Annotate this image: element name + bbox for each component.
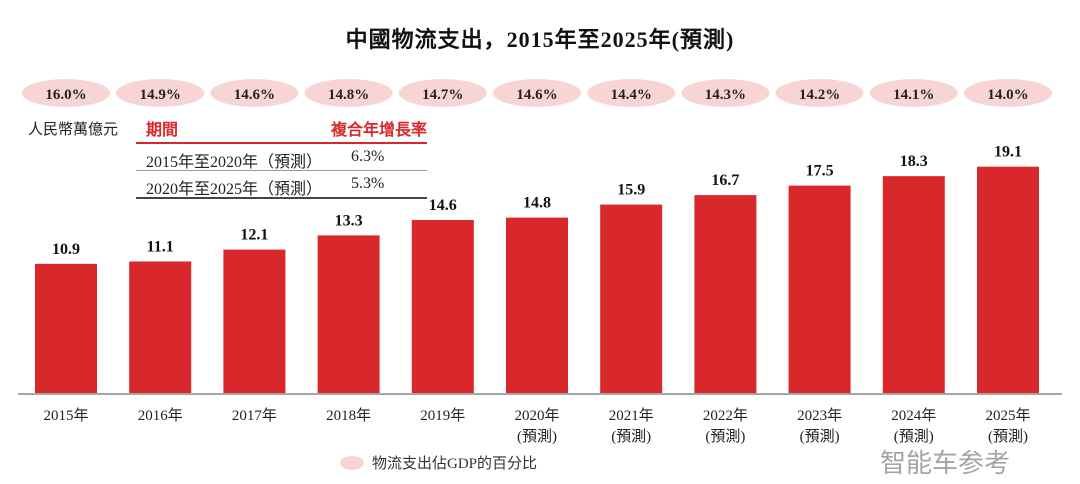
bar (882, 176, 945, 393)
data-label: 12.1 (240, 227, 268, 244)
bar (223, 249, 286, 393)
x-tick-sublabel: (預測) (800, 428, 840, 445)
gdp-share-label: 14.6% (516, 87, 557, 103)
bar (977, 166, 1039, 393)
legend-label: 物流支出佔GDP的百分比 (372, 456, 538, 472)
gdp-share-label: 16.0% (45, 87, 86, 103)
gdp-share-ellipse (869, 79, 958, 107)
data-label: 14.6 (429, 197, 457, 214)
data-label: 11.1 (147, 238, 174, 255)
bar (694, 195, 757, 393)
x-tick-sublabel: (預測) (517, 428, 557, 445)
x-tick-label: 2025年 (985, 407, 1030, 424)
gdp-share-label: 14.3% (705, 87, 746, 103)
period: 2015年至2020年（預測） (146, 154, 323, 171)
cagr-header: 期間 複合年增長率 (136, 116, 427, 144)
x-tick-sublabel: (預測) (705, 428, 745, 445)
gdp-share-label: 14.4% (611, 87, 652, 103)
cagr-table: 期間 複合年增長率 2015年至2020年（預測） 6.3% 2020年至2025年… (136, 116, 427, 199)
gdp-share-ellipse (775, 79, 864, 107)
gdp-share-label: 14.6% (234, 87, 275, 103)
x-tick-label: 2022年 (703, 407, 748, 424)
bar (35, 263, 97, 393)
data-label: 10.9 (52, 241, 80, 258)
cagr-row: 2015年至2020年（預測） 6.3% (136, 144, 427, 171)
x-tick-label: 2024年 (891, 407, 936, 424)
gdp-share-ellipse (493, 79, 581, 107)
watermark: 智能车参考 (880, 449, 1011, 479)
gdp-share-label: 14.9% (140, 87, 181, 103)
legend-swatch (340, 455, 364, 470)
bar (506, 217, 568, 393)
bar (411, 219, 474, 393)
data-label: 14.8 (523, 195, 551, 212)
x-tick-label: 2015年 (43, 407, 88, 424)
header-period: 期間 (146, 120, 179, 139)
x-tick-sublabel: (預測) (611, 428, 651, 445)
unit-label: 人民幣萬億元 (28, 120, 119, 138)
x-tick-label: 2023年 (797, 407, 842, 424)
gdp-share-ellipse (398, 79, 487, 107)
gdp-share-label: 14.8% (328, 87, 369, 103)
gdp-share-label: 14.2% (799, 87, 840, 103)
cagr-value: 5.3% (351, 175, 385, 192)
data-label: 17.5 (806, 163, 834, 180)
data-label: 13.3 (335, 212, 363, 229)
data-label: 15.9 (617, 182, 645, 199)
gdp-share-ellipse (304, 79, 393, 107)
period: 2020年至2025年（預測） (146, 181, 323, 198)
gdp-share-label: 14.7% (422, 87, 463, 103)
x-tick-label: 2016年 (138, 407, 183, 424)
legend: 物流支出佔GDP的百分比 (340, 452, 537, 473)
data-label: 16.7 (711, 172, 739, 189)
gdp-share-ellipse (964, 79, 1052, 107)
x-tick-label: 2018年 (326, 407, 371, 424)
bar (788, 185, 851, 393)
gdp-share-label: 14.1% (893, 87, 934, 103)
gdp-share-ellipse (681, 79, 770, 107)
gdp-share-label: 14.0% (987, 87, 1028, 103)
bar (129, 261, 192, 393)
gdp-share-ellipse (116, 79, 205, 107)
x-tick-label: 2017年 (232, 407, 277, 424)
gdp-share-ellipse (587, 79, 676, 107)
chart-title: 中國物流支出，2015年至2025年(預測) (345, 27, 735, 52)
data-label: 19.1 (994, 144, 1022, 161)
data-label: 18.3 (900, 153, 928, 170)
x-tick-label: 2020年 (514, 407, 559, 424)
bar (600, 204, 663, 393)
x-tick-label: 2019年 (420, 407, 465, 424)
cagr-row: 2020年至2025年（預測） 5.3% (136, 171, 427, 199)
bar (317, 235, 380, 393)
gdp-share-ellipse (210, 79, 299, 107)
x-tick-sublabel: (預測) (894, 428, 934, 445)
x-tick-sublabel: (預測) (988, 428, 1028, 445)
gdp-share-ellipse (22, 79, 110, 107)
cagr-value: 6.3% (351, 148, 385, 165)
header-cagr: 複合年增長率 (330, 120, 427, 139)
x-tick-label: 2021年 (609, 407, 654, 424)
